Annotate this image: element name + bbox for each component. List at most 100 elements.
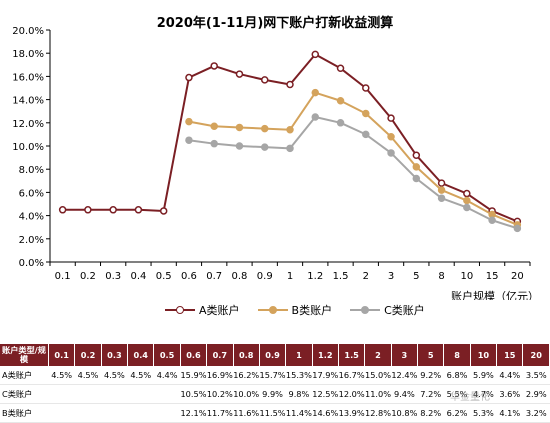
data-point	[260, 76, 269, 84]
data-point	[412, 174, 421, 183]
legend-item: B类账户	[257, 302, 332, 318]
table-cell: 15.0%	[364, 366, 392, 385]
data-point	[311, 88, 320, 97]
series-C类账户	[185, 113, 522, 233]
table-cell: 10.2%	[206, 384, 234, 404]
y-tick-label: 10.0%	[12, 142, 44, 153]
y-tick-label: 16.0%	[12, 72, 44, 83]
y-tick-label: 0.0%	[19, 258, 44, 269]
data-point	[134, 206, 143, 214]
table-header-cell: 1.2	[312, 344, 339, 366]
y-tick-label: 4.0%	[19, 212, 44, 223]
table-cell	[101, 403, 128, 423]
x-tick-label: 3	[388, 271, 394, 282]
x-tick-label: 10	[460, 271, 473, 282]
x-tick-label: 0.6	[181, 271, 197, 282]
table-header-label: 账户类型/规模	[0, 344, 49, 366]
series-line	[62, 53, 518, 223]
x-tick-label: 0.3	[105, 271, 121, 282]
table-cell: 9.2%	[417, 366, 444, 385]
legend-label: C类账户	[384, 304, 425, 317]
data-point	[412, 163, 421, 171]
table-cell	[153, 403, 181, 423]
table-cell	[153, 384, 181, 404]
table-header-cell: 10	[470, 344, 498, 366]
table-cell: 10.5%	[180, 384, 207, 404]
y-tick-label: 8.0%	[19, 165, 44, 176]
data-point	[210, 122, 218, 131]
legend-swatch	[165, 306, 195, 314]
table-cell: 4.1%	[496, 403, 523, 423]
data-point	[362, 84, 370, 92]
data-point	[463, 196, 471, 205]
data-point	[235, 142, 244, 150]
table-cell: 4.5%	[127, 366, 154, 385]
data-point	[286, 144, 294, 153]
data-point	[58, 206, 67, 214]
table-cell: 12.0%	[338, 384, 365, 404]
y-tick-label: 20.0%	[12, 26, 44, 37]
table-cell: 4.5%	[48, 366, 75, 385]
y-tick-label: 18.0%	[12, 49, 44, 60]
x-tick-label: 2	[363, 271, 369, 282]
data-point	[437, 179, 446, 187]
series-line	[188, 116, 518, 230]
table-header-cell: 20	[522, 344, 550, 366]
table-row-label: B类账户	[0, 403, 49, 423]
table-cell: 8.2%	[417, 403, 444, 423]
table-cell: 16.7%	[338, 366, 365, 385]
line-chart: 2020年(1-11月)网下账户打新收益测算 0.0% 2.0% 4.0% 6.0% 8…	[12, 15, 539, 300]
table-cell	[101, 384, 128, 404]
x-tick-label: 0.8	[232, 271, 248, 282]
table-header-cell: 0.7	[206, 344, 234, 366]
table-cell: 4.5%	[101, 366, 128, 385]
x-tick-label: 0.2	[80, 271, 96, 282]
table-cell	[127, 384, 154, 404]
x-tick-label: 0.1	[55, 271, 71, 282]
y-tick-label: 2.0%	[19, 235, 44, 246]
data-point	[185, 136, 193, 144]
table-header-cell: 1	[285, 344, 313, 366]
table-row-label: C类账户	[0, 384, 49, 404]
x-tick-label: 1	[287, 271, 293, 282]
data-point	[437, 194, 446, 202]
table-cell: 16.9%	[206, 366, 234, 385]
table-header-cell: 0.6	[180, 344, 208, 366]
data-point	[463, 203, 471, 212]
table-row: A类账户 4.5% 4.5% 4.5% 4.5% 4.4% 15.9% 16.9% 16.2% 1…	[0, 366, 550, 385]
table-cell: 12.4%	[391, 366, 418, 385]
data-point	[336, 119, 345, 127]
table-cell: 6.8%	[443, 366, 471, 385]
data-point	[488, 216, 496, 224]
table-cell	[74, 403, 102, 423]
table-header-cell: 8	[443, 344, 471, 366]
y-tick-label: 12.0%	[12, 119, 44, 130]
chart-legend: A类账户 B类账户 C类账户	[165, 302, 425, 318]
series-lines	[58, 50, 522, 233]
table-cell: 5.9%	[470, 366, 497, 385]
data-point	[235, 123, 244, 132]
data-point	[362, 130, 370, 139]
table-header-cell: 0.5	[153, 344, 181, 366]
y-axis: 0.0% 2.0% 4.0% 6.0% 8.0% 10.0% 12.0% 14.0% 16.0%…	[12, 26, 51, 269]
data-point	[159, 207, 168, 215]
table-cell: 10.0%	[233, 384, 260, 404]
table-row-label: A类账户	[0, 366, 49, 385]
table-cell: 3.5%	[522, 366, 550, 385]
x-tick-label: 8	[438, 271, 444, 282]
table-header-cell: 0.2	[74, 344, 102, 366]
x-axis: 0.1 0.2 0.3 0.4 0.5 0.6 0.7 0.8 0.9 1 1.2 1.5 2 3 5 8 10…	[49, 261, 531, 282]
table-cell: 4.7%	[470, 384, 497, 404]
data-point	[387, 132, 395, 141]
table-cell: 11.5%	[259, 403, 286, 423]
x-tick-label: 20	[511, 271, 524, 282]
series-B类账户	[185, 88, 522, 229]
table-cell: 12.1%	[180, 403, 207, 423]
x-tick-label: 0.5	[156, 271, 172, 282]
table-header-cell: 0.4	[127, 344, 155, 366]
x-tick-label: 1.2	[307, 271, 323, 282]
table-cell: 9.9%	[259, 384, 286, 404]
x-tick-label: 1.5	[333, 271, 349, 282]
table-cell: 4.4%	[496, 366, 523, 385]
y-tick-label: 14.0%	[12, 96, 44, 107]
